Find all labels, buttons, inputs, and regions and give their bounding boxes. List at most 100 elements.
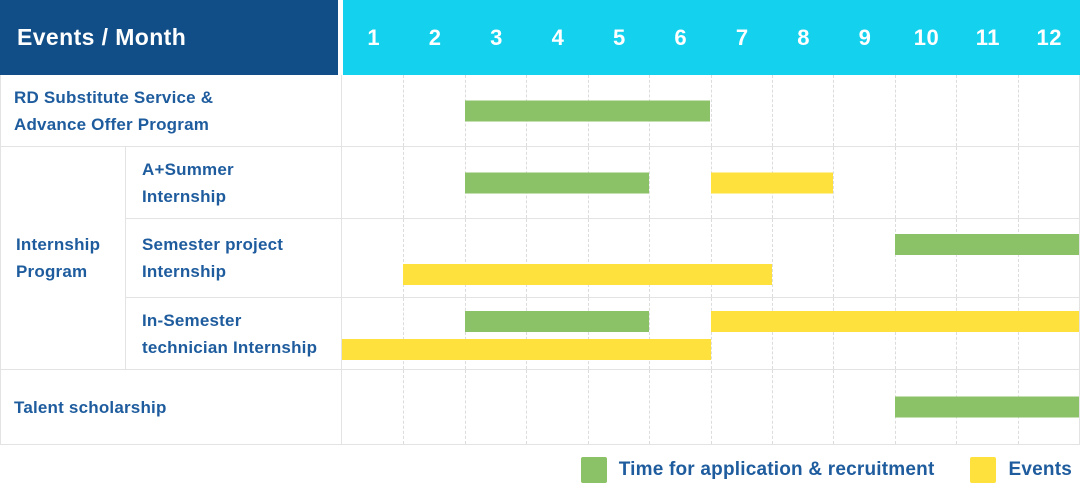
month-label: 1 (367, 24, 381, 50)
month-gridline (894, 75, 896, 146)
month-gridline (833, 147, 835, 218)
corner-header-label: Events / Month (17, 24, 187, 50)
corner-header-cell: Events / Month (0, 0, 338, 75)
group-label: Internship Program (16, 235, 101, 281)
legend: Time for application & recruitment Event… (580, 457, 1072, 483)
month-gridline (771, 298, 773, 369)
event-bar (403, 264, 772, 286)
month-gridline (649, 147, 651, 218)
row-semester-project-internship: Semester project Internship (126, 219, 1079, 298)
month-gridline (464, 219, 466, 297)
row-label: In-Semester technician Internship (142, 310, 318, 357)
row-label: Semester project Internship (142, 235, 284, 281)
month-header: 1 2 3 4 5 6 7 8 9 10 11 12 (343, 0, 1080, 75)
row-rd-substitute-service: RD Substitute Service & Advance Offer Pr… (1, 75, 1079, 147)
recruitment-bar (464, 172, 650, 193)
month-gridline (1017, 219, 1019, 297)
row-label-cell: In-Semester technician Internship (126, 298, 342, 369)
event-bar (710, 311, 1079, 333)
row-label-cell: A+Summer Internship (126, 147, 342, 218)
month-label: 5 (612, 24, 626, 50)
month-gridline (710, 298, 712, 369)
month-label: 12 (1036, 24, 1063, 50)
event-bar (710, 172, 834, 193)
internship-program-group: Internship Program A+Summer Internship S… (1, 147, 1079, 370)
month-gridline (710, 219, 712, 297)
month-gridline (526, 219, 528, 297)
table-header-row: Events / Month 1 2 3 4 5 6 7 8 9 10 11 12 (0, 0, 1080, 75)
row-label: Talent scholarship (14, 397, 167, 417)
legend-item-recruitment: Time for application & recruitment (580, 457, 935, 483)
month-gridline (649, 370, 651, 444)
recruitment-bar (464, 311, 650, 333)
row-label: RD Substitute Service & Advance Offer Pr… (14, 87, 214, 134)
month-label: 2 (428, 24, 442, 50)
month-gridline (587, 370, 589, 444)
row-timeline (342, 219, 1079, 297)
month-gridline (710, 75, 712, 146)
month-label: 10 (913, 24, 940, 50)
month-gridline (956, 75, 958, 146)
month-gridline (526, 298, 528, 369)
month-gridline (833, 75, 835, 146)
month-gridline (771, 219, 773, 297)
recruitment-color-swatch (580, 457, 607, 483)
month-label: 6 (674, 24, 688, 50)
month-gridline (894, 219, 896, 297)
event-bar (342, 339, 711, 361)
row-in-semester-technician-internship: In-Semester technician Internship (126, 298, 1079, 369)
month-gridline (956, 147, 958, 218)
month-gridline (403, 147, 405, 218)
month-gridline (1017, 298, 1019, 369)
month-gridline (956, 219, 958, 297)
row-timeline (342, 298, 1079, 369)
month-gridline (833, 298, 835, 369)
month-label: 8 (797, 24, 810, 50)
month-gridline (587, 298, 589, 369)
month-gridline (403, 370, 405, 444)
group-rows: A+Summer Internship Semester project Int… (126, 147, 1079, 369)
month-gridline (894, 298, 896, 369)
month-label: 11 (975, 24, 1000, 50)
month-gridline (587, 219, 589, 297)
month-gridline (464, 370, 466, 444)
row-timeline (342, 147, 1079, 218)
month-gridline (649, 219, 651, 297)
row-label-cell: Talent scholarship (1, 370, 342, 444)
month-gridline (526, 370, 528, 444)
month-gridline (1017, 75, 1019, 146)
month-label: 3 (490, 24, 503, 50)
legend-item-events: Events (970, 457, 1072, 483)
row-label-cell: RD Substitute Service & Advance Offer Pr… (1, 75, 342, 146)
events-color-swatch (970, 457, 997, 483)
row-timeline (342, 370, 1079, 444)
month-gridline (894, 147, 896, 218)
month-label: 7 (735, 24, 749, 50)
month-label: 9 (858, 24, 872, 50)
row-a-plus-summer-internship: A+Summer Internship (126, 147, 1079, 219)
month-gridline (1017, 147, 1019, 218)
recruitment-bar (894, 396, 1079, 418)
month-gridline (649, 298, 651, 369)
month-gridline (403, 298, 405, 369)
events-legend-label: Events (1008, 459, 1072, 480)
row-label-cell: Semester project Internship (126, 219, 342, 297)
header-gap (338, 0, 343, 75)
month-gridline (956, 298, 958, 369)
month-label: 4 (551, 24, 565, 50)
month-gridline (771, 370, 773, 444)
recruitment-bar (894, 233, 1079, 255)
recruitment-legend-label: Time for application & recruitment (618, 459, 935, 480)
month-gridline (403, 219, 405, 297)
group-label-cell: Internship Program (1, 147, 126, 369)
row-label: A+Summer Internship (142, 159, 234, 206)
month-gridline (464, 298, 466, 369)
month-gridline (771, 75, 773, 146)
row-talent-scholarship: Talent scholarship (1, 370, 1079, 444)
events-month-table: Events / Month 1 2 3 4 5 6 7 8 9 10 11 12 RD Substi… (0, 0, 1080, 445)
recruitment-bar (464, 100, 711, 121)
month-gridline (833, 219, 835, 297)
table-body: RD Substitute Service & Advance Offer Pr… (0, 75, 1080, 445)
month-gridline (403, 75, 405, 146)
